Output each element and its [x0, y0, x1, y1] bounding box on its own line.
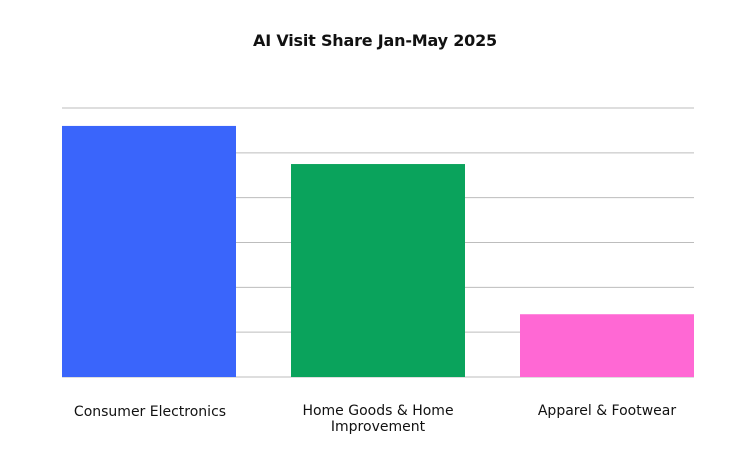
bars	[62, 125, 694, 377]
category-label-apparel-footwear: Apparel & Footwear	[507, 403, 707, 419]
category-label-home-goods: Home Goods & Home Improvement	[278, 403, 478, 435]
category-label-consumer-electronics: Consumer Electronics	[50, 404, 250, 420]
category-label-line: Home Goods & Home	[302, 403, 454, 419]
bar-consumer-electronics	[62, 125, 236, 377]
bar-home-goods-home-improvement	[291, 164, 465, 377]
category-label-line: Apparel & Footwear	[537, 403, 677, 419]
bar-apparel-footwear	[520, 314, 694, 377]
chart-title: AI Visit Share Jan-May 2025	[253, 31, 497, 50]
category-label-line: Improvement	[330, 419, 426, 435]
category-label-line: Consumer Electronics	[73, 404, 227, 420]
